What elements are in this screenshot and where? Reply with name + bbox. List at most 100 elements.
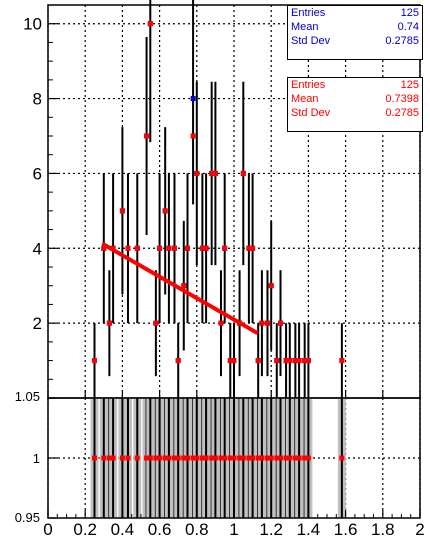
ratio-point xyxy=(268,455,274,461)
ratio-point xyxy=(101,455,107,461)
ratio-point xyxy=(283,455,289,461)
stats-box-blue: Entries 125 Mean 0.74 Std Dev 0.2785 xyxy=(287,5,423,60)
ratio-point xyxy=(153,455,159,461)
ratio-point xyxy=(162,455,168,461)
data-point xyxy=(171,245,177,251)
ratio-point xyxy=(227,455,233,461)
stats-value: 0.2785 xyxy=(385,35,419,47)
stats-label: Std Dev xyxy=(291,35,331,47)
x-tick-label: 1.6 xyxy=(334,520,358,539)
ratio-point xyxy=(292,455,298,461)
ratio-point xyxy=(209,455,215,461)
data-point xyxy=(296,358,302,364)
ratio-point xyxy=(181,455,187,461)
data-point xyxy=(278,320,283,326)
data-point xyxy=(283,358,289,364)
ratio-point xyxy=(147,455,153,461)
x-tick-label: 1 xyxy=(229,520,238,539)
stats-row-entries: Entries 125 xyxy=(288,78,422,92)
data-point xyxy=(240,170,246,176)
data-point xyxy=(190,133,196,139)
data-point xyxy=(203,245,209,251)
stats-row-stddev: Std Dev 0.2785 xyxy=(288,34,422,48)
stats-row-mean: Mean 0.7398 xyxy=(288,92,422,106)
stats-label: Mean xyxy=(291,93,319,105)
data-point xyxy=(106,320,112,326)
stats-label: Std Dev xyxy=(291,107,331,119)
data-point xyxy=(339,358,345,364)
ratio-point xyxy=(106,455,112,461)
ratio-point xyxy=(203,455,209,461)
data-point xyxy=(147,21,153,27)
stats-label: Mean xyxy=(291,21,319,33)
ratio-point xyxy=(250,455,256,461)
ratio-marks xyxy=(90,398,346,518)
x-tick-label: 0 xyxy=(43,520,52,539)
ratio-point xyxy=(212,455,218,461)
data-point xyxy=(274,358,280,364)
ratio-point xyxy=(274,455,280,461)
data-point xyxy=(255,358,261,364)
y-tick-label: 4 xyxy=(33,239,42,258)
ratio-point xyxy=(171,455,177,461)
main-marks xyxy=(92,0,345,398)
ratio-point xyxy=(119,455,125,461)
ratio-point xyxy=(218,455,224,461)
stats-row-mean: Mean 0.74 xyxy=(288,20,422,34)
ratio-point xyxy=(305,455,311,461)
ratio-point xyxy=(264,455,270,461)
ratio-point xyxy=(339,455,345,461)
x-tick-label: 0.6 xyxy=(148,520,172,539)
data-point xyxy=(162,208,168,214)
data-point xyxy=(287,358,293,364)
data-point xyxy=(305,358,311,364)
ratio-axes: 0 0.2 0.4 0.6 0.8 1 1.2 1.4 1.6 1.8 2 0.95 1 1.05 xyxy=(15,389,425,539)
data-point xyxy=(250,245,256,251)
ratio-point xyxy=(199,455,205,461)
data-point xyxy=(190,96,196,102)
ratio-y-tick-label: 1 xyxy=(33,451,40,466)
data-point xyxy=(302,358,308,364)
data-point xyxy=(175,358,181,364)
data-point xyxy=(125,245,131,251)
x-tick-label: 1.8 xyxy=(371,520,395,539)
ratio-point xyxy=(240,455,246,461)
data-point xyxy=(194,170,200,176)
x-tick-label: 1.2 xyxy=(259,520,283,539)
data-point xyxy=(101,245,107,251)
stats-row-entries: Entries 125 xyxy=(288,6,422,20)
fit-line xyxy=(101,242,259,335)
stats-box-red: Entries 125 Mean 0.7398 Std Dev 0.2785 xyxy=(287,77,423,132)
stats-label: Entries xyxy=(291,7,326,19)
y-tick-label: 6 xyxy=(33,164,42,183)
x-tick-label: 0.2 xyxy=(73,520,97,539)
data-point xyxy=(227,358,233,364)
ratio-point xyxy=(287,455,293,461)
stats-label: Entries xyxy=(291,79,326,91)
ratio-point xyxy=(222,455,228,461)
data-point xyxy=(157,245,163,251)
ratio-point xyxy=(92,455,97,461)
data-point xyxy=(209,170,215,176)
y-tick-label: 8 xyxy=(33,90,42,109)
y-tick-label: 10 xyxy=(23,15,42,34)
stats-row-stddev: Std Dev 0.2785 xyxy=(288,106,422,120)
ratio-y-tick-label: 0.95 xyxy=(15,510,40,525)
data-point xyxy=(246,245,252,251)
ratio-point xyxy=(231,455,237,461)
data-point xyxy=(222,245,228,251)
x-tick-label: 0.8 xyxy=(185,520,209,539)
data-point xyxy=(185,245,190,251)
data-point xyxy=(218,320,224,326)
ratio-point xyxy=(237,455,243,461)
x-tick-label: 1.4 xyxy=(297,520,321,539)
data-point xyxy=(153,320,159,326)
data-point xyxy=(181,283,187,289)
stats-value: 0.74 xyxy=(397,21,419,33)
ratio-point xyxy=(125,455,131,461)
ratio-point xyxy=(110,455,116,461)
ratio-point xyxy=(246,455,252,461)
ratio-point xyxy=(144,455,150,461)
ratio-point xyxy=(185,455,190,461)
